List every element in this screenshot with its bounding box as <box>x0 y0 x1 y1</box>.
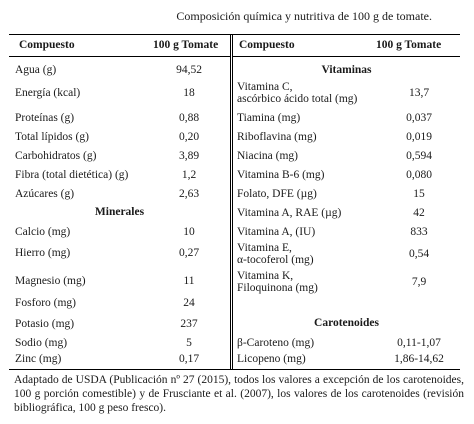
row-value: 2,63 <box>178 188 200 200</box>
row-value: 5 <box>186 337 192 349</box>
row-value: 0,88 <box>178 112 200 124</box>
row-label: Calcio (mg) <box>15 226 71 238</box>
row-value: 0,27 <box>178 247 200 259</box>
row-label: Hierro (mg) <box>15 247 71 259</box>
row-value: 13,7 <box>408 87 430 99</box>
nutrition-table: Compuesto 100 g Tomate Compuesto 100 g T… <box>9 34 460 370</box>
row-label: Sodio (mg) <box>15 337 68 349</box>
row-value: 237 <box>180 318 198 330</box>
left-header-rule <box>9 56 230 57</box>
row-label: Vitamina A, RAE (µg) <box>237 207 342 219</box>
row-value: 7,9 <box>411 276 427 288</box>
row-value: 0,54 <box>408 248 430 260</box>
row-value: 833 <box>410 226 428 238</box>
row-label: Carbohidratos (g) <box>15 150 97 162</box>
row-label: β-Caroteno (mg) <box>237 337 315 349</box>
row-label: Energía (kcal) <box>15 87 81 99</box>
column-divider <box>230 35 233 369</box>
section-vitaminas: Vitaminas <box>321 64 372 76</box>
row-value: 1,2 <box>181 169 197 181</box>
row-value: 11 <box>183 275 195 287</box>
row-value: 1,86-14,62 <box>394 353 444 365</box>
row-value: 3,89 <box>178 150 200 162</box>
row-label: Vitamina A, (IU) <box>237 226 316 238</box>
row-label: Licopeno (mg) <box>237 353 306 365</box>
row-value: 0,594 <box>406 150 432 162</box>
row-value: 10 <box>183 226 195 238</box>
row-value: 24 <box>183 297 195 309</box>
row-value: 0,019 <box>406 131 432 143</box>
left-header-compound: Compuesto <box>19 39 75 51</box>
row-label: Zinc (mg) <box>15 353 62 365</box>
row-value: 0,037 <box>406 112 432 124</box>
left-header-value: 100 g Tomate <box>153 39 219 51</box>
row-label: Vitamina E, <box>237 242 292 254</box>
row-value: 15 <box>413 188 425 200</box>
row-label: Fibra (total dietética) (g) <box>15 169 129 181</box>
row-label: Azúcares (g) <box>15 188 75 200</box>
row-value: 0,11-1,07 <box>397 337 441 349</box>
row-label: Vitamina B-6 (mg) <box>237 169 325 181</box>
row-label: Potasio (mg) <box>15 318 75 330</box>
row-label: Agua (g) <box>15 64 57 76</box>
row-label: Vitamina C, <box>237 81 293 93</box>
row-value: 94,52 <box>176 64 202 76</box>
row-label: Niacina (mg) <box>237 150 298 162</box>
row-value: 18 <box>183 87 195 99</box>
row-label: Folato, DFE (µg) <box>237 188 317 200</box>
table-title: Composición química y nutritiva de 100 g… <box>176 9 432 23</box>
section-minerales: Minerales <box>94 206 145 218</box>
row-label-continued: α-tocoferol (mg) <box>237 254 314 266</box>
section-carotenoides: Carotenoides <box>314 317 379 329</box>
row-value: 42 <box>413 207 425 219</box>
row-label-continued: ascórbico ácido total (mg) <box>237 93 358 105</box>
right-header-compound: Compuesto <box>239 39 295 51</box>
row-label: Proteínas (g) <box>15 112 75 124</box>
right-header-rule <box>233 56 460 57</box>
row-value: 0,080 <box>406 169 432 181</box>
row-label: Total lípidos (g) <box>15 131 89 143</box>
row-value: 0,20 <box>178 131 200 143</box>
row-value: 0,17 <box>178 353 200 365</box>
table-footnote: Adaptado de USDA (Publicación nº 27 (201… <box>14 374 464 414</box>
row-label: Riboflavina (mg) <box>237 131 317 143</box>
right-header-value: 100 g Tomate <box>376 39 442 51</box>
row-label-continued: Filoquinona (mg) <box>237 282 318 294</box>
row-label: Vitamina K, <box>237 270 294 282</box>
row-label: Fosforo (mg) <box>15 297 77 309</box>
row-label: Magnesio (mg) <box>15 275 86 287</box>
row-label: Tiamina (mg) <box>237 112 301 124</box>
